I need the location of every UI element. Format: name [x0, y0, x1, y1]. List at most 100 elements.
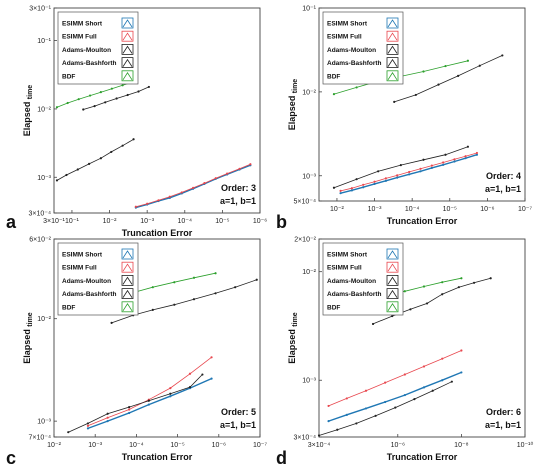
y-tick-label: 10⁻² — [37, 316, 51, 323]
y-tick-label: 5×10⁻⁴ — [294, 199, 316, 206]
legend-swatch-triangle-icon — [122, 32, 133, 41]
data-point — [339, 192, 342, 195]
legend-label: ESIMM Full — [327, 34, 362, 41]
legend-label: Adams-Moulton — [327, 278, 376, 285]
data-point — [413, 398, 416, 401]
x-tick-label: 3×10⁻¹ — [43, 218, 65, 225]
x-tick-label: 10⁻² — [47, 442, 61, 449]
data-point — [87, 162, 91, 165]
data-point — [419, 170, 422, 173]
y-tick-label: 2×10⁻² — [294, 237, 316, 244]
legend-label: ESIMM Short — [327, 252, 368, 259]
data-point — [106, 412, 109, 415]
x-tick-label: 10⁻³ — [140, 218, 154, 225]
legend-swatch-triangle-icon — [122, 72, 133, 81]
x-tick-label: 10⁻⁵ — [215, 218, 229, 225]
plot-frame — [318, 238, 526, 438]
data-point — [147, 399, 150, 402]
data-point — [147, 85, 150, 89]
data-point — [355, 178, 358, 181]
data-point — [355, 86, 358, 89]
legend-label: BDF — [327, 304, 340, 311]
data-point — [188, 372, 192, 375]
panel-letter: c — [6, 448, 16, 468]
y-axis-label-subscript: time — [292, 79, 299, 94]
legend-swatch-box — [121, 261, 134, 273]
series-line-esimm-full — [328, 350, 462, 407]
legend-box — [322, 11, 404, 85]
series-line-adams-moulton — [333, 146, 469, 189]
data-point — [444, 64, 447, 68]
data-point — [128, 411, 131, 415]
plot-frame — [53, 7, 261, 214]
data-point — [377, 170, 380, 173]
legend-swatch-box — [386, 30, 399, 42]
data-point — [441, 357, 444, 360]
data-point — [106, 420, 109, 423]
data-point — [327, 420, 330, 423]
y-axis-label: Elapsed time — [22, 312, 34, 364]
legend-swatch-triangle-icon — [387, 58, 398, 67]
legend-box — [57, 242, 139, 316]
data-point — [466, 145, 469, 148]
data-point — [384, 179, 387, 182]
data-point — [77, 98, 80, 101]
legend-label: BDF — [62, 73, 75, 80]
data-point — [336, 428, 339, 431]
data-point — [128, 408, 131, 411]
data-point — [350, 187, 354, 190]
data-point — [173, 303, 176, 306]
data-point — [180, 191, 183, 194]
y-axis-label: Elapsed time — [287, 312, 299, 364]
x-tick-label: 10⁻⁶ — [391, 442, 405, 449]
data-point — [478, 64, 481, 67]
data-point — [422, 386, 426, 389]
legend-label: ESIMM Short — [327, 21, 368, 28]
data-point — [422, 285, 426, 288]
panel-letter: b — [276, 212, 287, 232]
data-point — [403, 393, 406, 397]
data-point — [441, 379, 444, 382]
legend-swatch-triangle-icon — [122, 289, 133, 298]
x-tick-label: 3×10⁻⁴ — [308, 442, 330, 449]
data-point — [464, 157, 467, 160]
legend-swatch-box — [386, 301, 399, 313]
legend-label: Adams-Bashforth — [62, 291, 117, 298]
legend-label: Adams-Bashforth — [327, 60, 382, 67]
data-point — [137, 90, 140, 93]
x-tick-label: 10⁻⁴ — [178, 218, 193, 225]
y-axis-label-main: Elapsed — [287, 93, 297, 130]
data-point — [132, 138, 135, 141]
data-point — [444, 153, 447, 156]
y-tick-label: 10⁻³ — [302, 378, 316, 385]
data-point — [466, 59, 469, 62]
legend-swatch-triangle-icon — [387, 19, 398, 28]
data-point — [82, 108, 85, 111]
data-point — [422, 70, 425, 73]
y-tick-label: 10⁻³ — [37, 419, 51, 426]
data-point — [157, 199, 160, 202]
y-tick-label: 6×10⁻² — [29, 237, 51, 244]
y-tick-label: 10⁻¹ — [302, 6, 316, 13]
params-annotation: a=1, b=1 — [220, 196, 256, 206]
legend-swatch-box — [121, 274, 134, 286]
legend-swatch-triangle-icon — [387, 45, 398, 54]
legend-label: Adams-Bashforth — [327, 291, 382, 298]
legend-swatch-triangle-icon — [387, 72, 398, 81]
data-point — [214, 292, 217, 295]
legend-label: BDF — [327, 73, 340, 80]
series-line-adams-moulton — [318, 381, 452, 436]
data-point — [450, 380, 453, 383]
data-point — [110, 321, 113, 325]
data-point — [110, 87, 113, 90]
legend-swatch-box — [121, 44, 134, 55]
legend-label: ESIMM Full — [327, 265, 362, 272]
data-point — [203, 182, 206, 185]
data-point — [460, 371, 463, 374]
x-tick-label: 10⁻⁶ — [212, 442, 226, 449]
data-point — [249, 163, 252, 166]
series-line-esimm-short — [328, 371, 462, 422]
series-line-adams-moulton — [68, 374, 203, 433]
legend-label: Adams-Moulton — [62, 278, 111, 285]
x-axis-label: Truncation Error — [387, 452, 458, 462]
